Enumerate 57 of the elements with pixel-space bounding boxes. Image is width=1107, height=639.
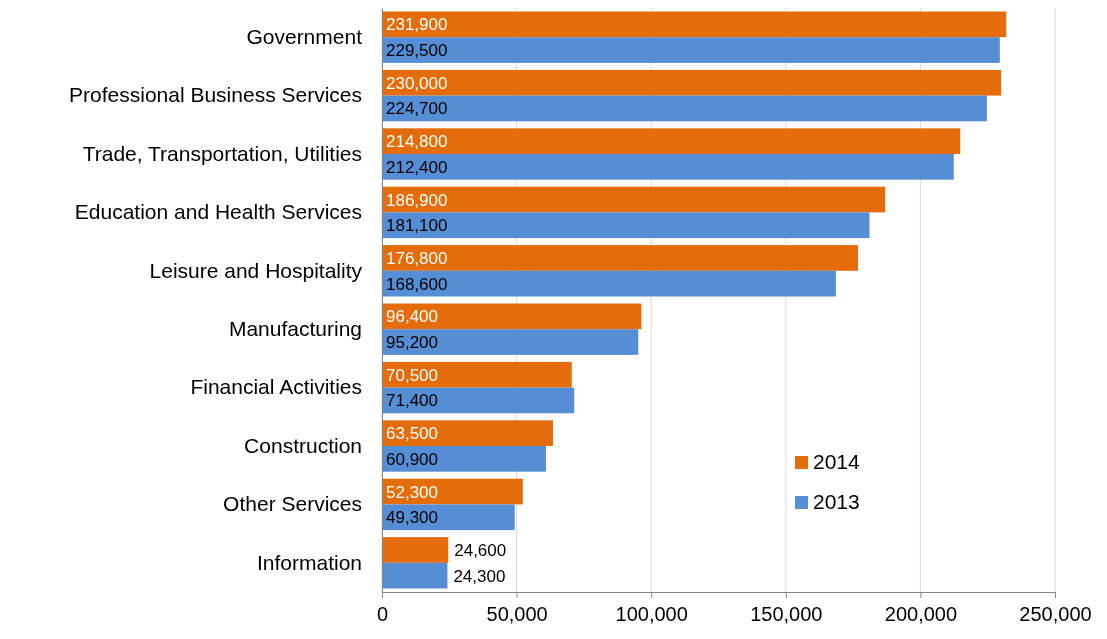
y-tick-label: Other Services — [223, 492, 362, 516]
y-tick-label: Education and Health Services — [74, 200, 362, 224]
x-tick-label: 50,000 — [486, 603, 548, 625]
bar — [382, 504, 515, 531]
data-label: 176,800 — [386, 248, 448, 268]
data-label: 229,500 — [386, 41, 448, 60]
y-tick-label: Leisure and Hospitality — [149, 258, 363, 282]
y-tick-label: Construction — [244, 433, 362, 457]
data-label: 230,000 — [386, 73, 448, 93]
data-label: 71,400 — [386, 391, 438, 411]
bar — [382, 212, 870, 239]
y-tick-label: Professional Business Services — [69, 83, 362, 107]
data-label: 168,600 — [386, 274, 448, 294]
x-tick-label: 0 — [376, 603, 389, 625]
y-tick-label: Financial Activities — [190, 375, 362, 399]
bar — [382, 387, 575, 414]
data-label: 70,500 — [386, 365, 438, 385]
bar — [382, 95, 987, 122]
data-label: 224,700 — [386, 99, 448, 119]
bar — [382, 537, 449, 563]
y-tick-label: Government — [246, 24, 363, 48]
x-tick-label: 100,000 — [615, 603, 688, 625]
data-label: 49,300 — [386, 508, 438, 528]
bar — [382, 37, 1000, 63]
data-label: 60,900 — [386, 449, 438, 469]
data-label: 181,100 — [386, 216, 448, 236]
bar — [382, 128, 961, 154]
bar — [382, 154, 954, 180]
data-label: 212,400 — [386, 157, 448, 177]
data-label: 63,500 — [386, 424, 438, 444]
data-label: 24,600 — [454, 540, 507, 560]
bar — [382, 361, 572, 388]
bar — [382, 303, 642, 330]
legend-label: 2014 — [813, 450, 861, 474]
y-tick-label: Information — [256, 550, 362, 574]
data-label: 24,300 — [453, 566, 506, 586]
bar — [382, 562, 448, 589]
data-label: 231,900 — [386, 15, 448, 35]
y-tick-label: Manufacturing — [228, 316, 362, 340]
bar — [382, 245, 858, 271]
x-tick-label: 200,000 — [884, 603, 958, 625]
data-label: 186,900 — [386, 190, 448, 210]
bar — [382, 69, 1002, 96]
x-tick-label: 250,000 — [1019, 603, 1092, 625]
y-tick-label: Trade, Transportation, Utilities — [82, 141, 362, 165]
data-label: 214,800 — [386, 132, 448, 152]
bar — [382, 270, 836, 297]
data-label: 52,300 — [386, 482, 438, 502]
bar — [382, 420, 553, 446]
bar — [382, 186, 886, 213]
data-label: 96,400 — [386, 307, 438, 327]
data-label: 95,200 — [386, 333, 438, 352]
bar — [382, 329, 639, 355]
legend-label: 2013 — [813, 490, 860, 514]
x-tick-label: 150,000 — [750, 603, 823, 625]
bar — [382, 11, 1007, 38]
bar — [382, 446, 546, 472]
